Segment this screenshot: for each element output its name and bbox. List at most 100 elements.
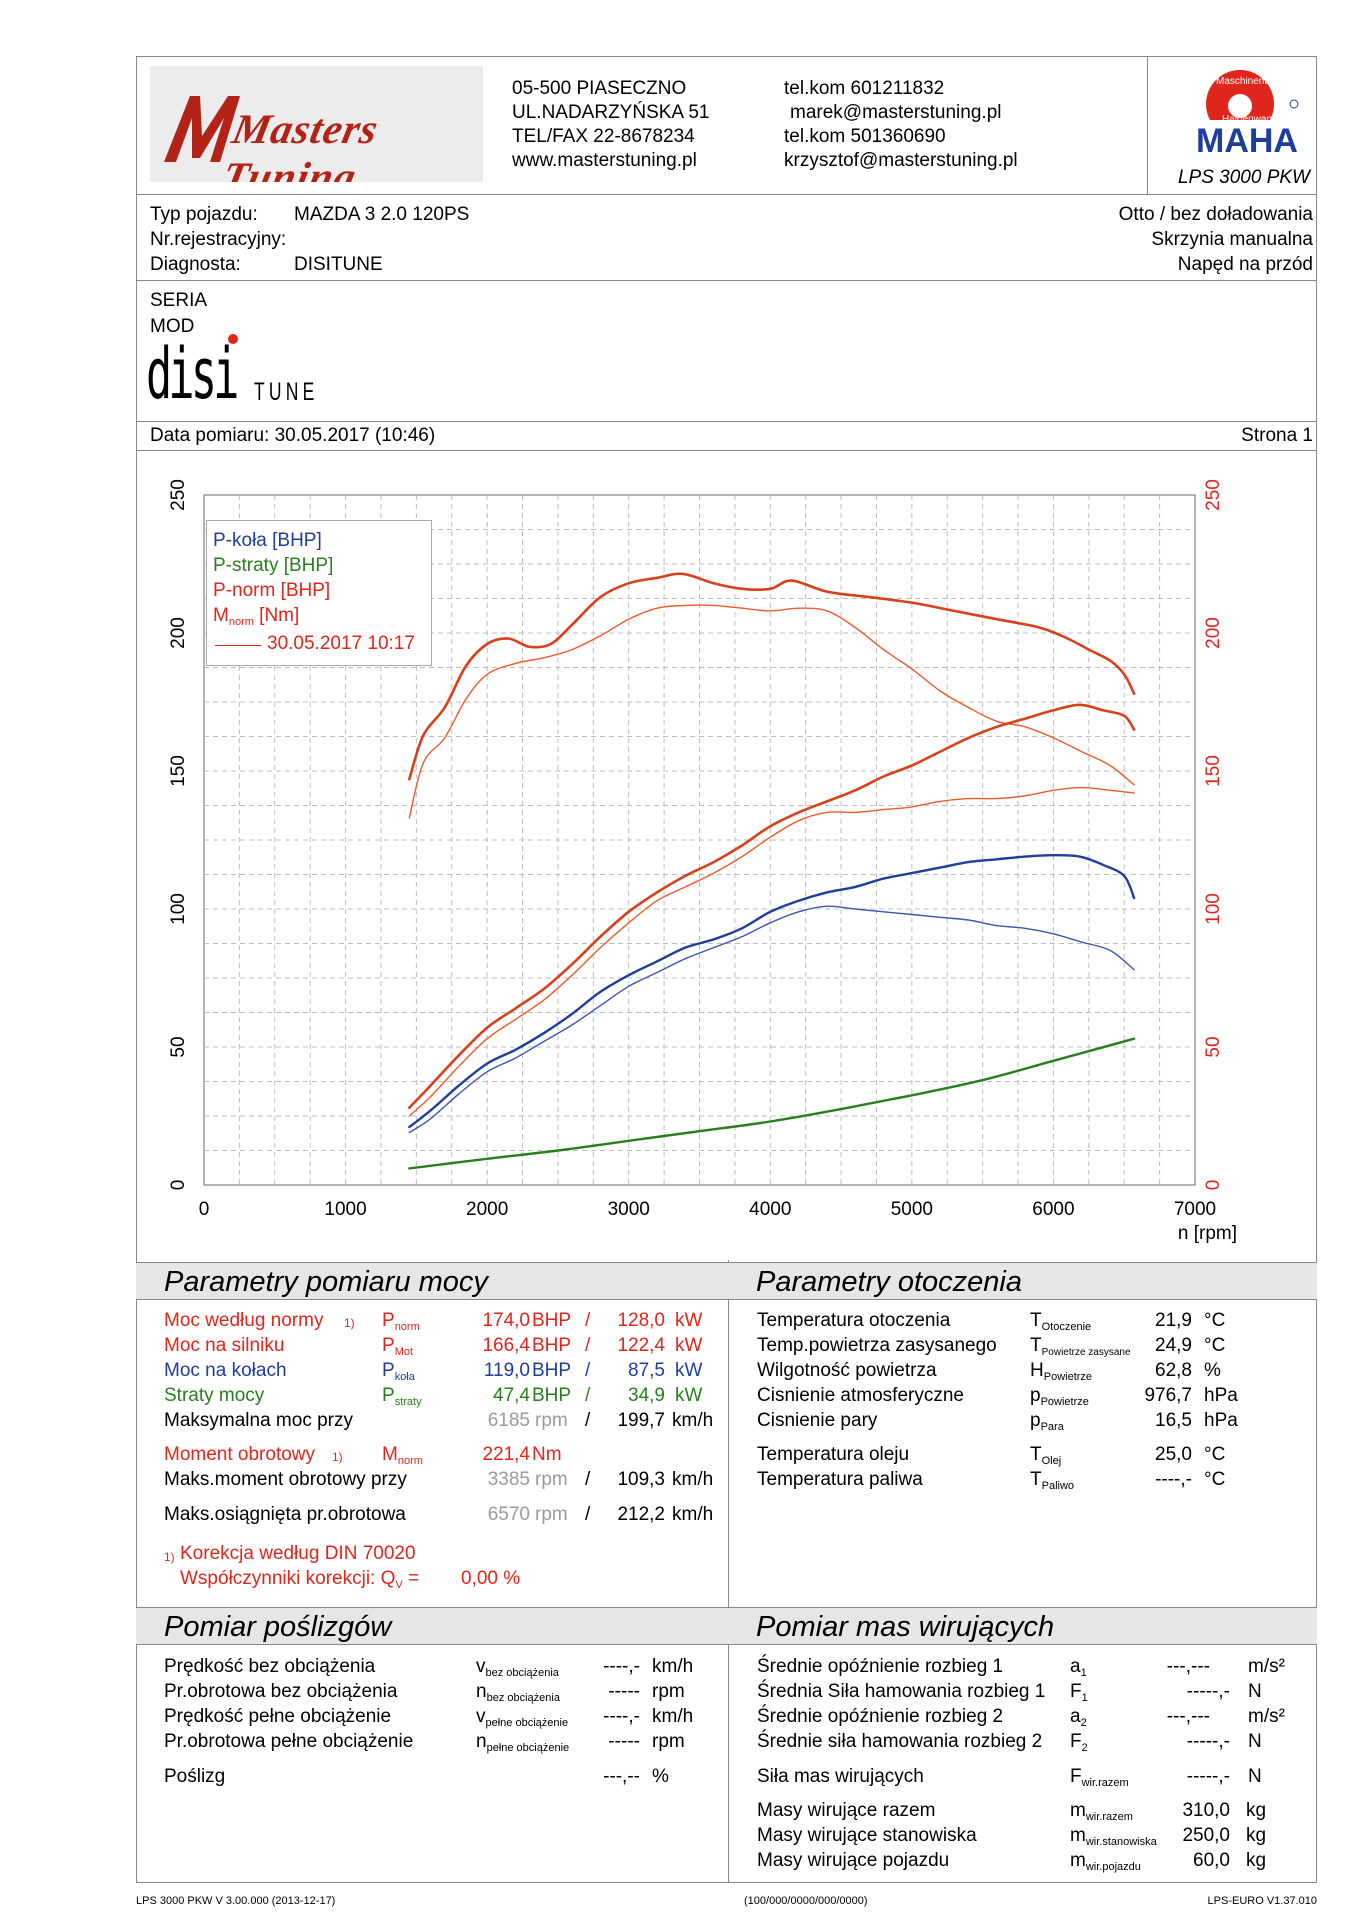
dyno-model: LPS 3000 PKW [1177, 167, 1310, 188]
symbol: M [382, 1444, 398, 1465]
symbol-sub: 2 [1081, 1742, 1088, 1754]
power-row-label: Moc na silniku [164, 1335, 285, 1356]
inertia-row-unit: m/s² [1248, 1656, 1285, 1677]
max-torque-speed: 109,3 [617, 1469, 665, 1490]
ambient-row-unit: % [1204, 1360, 1221, 1381]
y-tick-label-right: 200 [1203, 617, 1224, 649]
symbol: n [476, 1731, 487, 1752]
inertia-force-value: -----,- [1186, 1766, 1230, 1787]
max-rpm-value: 6570 [487, 1504, 530, 1525]
symbol-sub: norm [397, 1455, 423, 1467]
inertia-row-value: -----,- [1186, 1731, 1230, 1752]
symbol-sub: Otoczenie [1041, 1321, 1092, 1333]
ambient-row-value: 25,0 [1155, 1444, 1192, 1465]
legend-m-sub: norm [228, 616, 254, 628]
address-line: 05-500 PIASECZNO [512, 78, 687, 99]
disitune-logo-small: TUNE [254, 378, 319, 406]
inertia-row-symbol: F1 [1070, 1681, 1088, 1704]
legend-item-p-norm: P-norm [BHP] [213, 580, 331, 601]
series-line [408, 703, 1136, 1109]
website-link[interactable]: www.masterstuning.pl [512, 150, 697, 171]
mass-row-unit: kg [1246, 1825, 1267, 1846]
ambient-row-value: 16,5 [1155, 1410, 1192, 1431]
y-tick-label-left: 250 [168, 479, 189, 511]
inertia-row-value: -----,- [1186, 1681, 1230, 1702]
company-logo: Masters Tuning [150, 66, 483, 182]
slip-row-symbol: vbez obciążenia [476, 1656, 559, 1679]
disitune-logo-big: disi [146, 333, 239, 415]
drive-type: Napęd na przód [1177, 254, 1313, 275]
mass-row-unit: kg [1246, 1800, 1267, 1821]
y-tick-label-right: 150 [1203, 755, 1224, 787]
ambient-row-symbol: TPowietrze zasysane [1030, 1335, 1131, 1358]
ambient-row-value: 21,9 [1155, 1310, 1192, 1331]
rpm-unit: rpm [535, 1410, 568, 1431]
max-torque-rpm: 3385 [487, 1469, 530, 1490]
maha-brand: MAHA [1196, 122, 1298, 160]
divider [136, 450, 1317, 451]
slip-label: Poślizg [164, 1766, 226, 1787]
unit-kw: kW [675, 1360, 703, 1381]
inertia-row-label: Średnie opóźnienie rozbieg 2 [757, 1706, 1004, 1727]
unit-kw: kW [675, 1335, 703, 1356]
email-krzysztof[interactable]: krzysztof@masterstuning.pl [784, 150, 1018, 171]
symbol-sub: wir.stanowiska [1085, 1836, 1157, 1848]
series-line [408, 786, 1135, 1117]
ambient-row-symbol: TPaliwo [1030, 1469, 1074, 1492]
symbol: p [1030, 1410, 1041, 1431]
x-tick-label: 0 [199, 1199, 210, 1220]
symbol: T [1030, 1469, 1042, 1490]
slip-row-symbol: nbez obciążenia [476, 1681, 560, 1704]
symbol: m [1070, 1800, 1086, 1821]
page-frame [136, 56, 1317, 1883]
phone-2: tel.kom 501360690 [784, 126, 946, 147]
ambient-row-unit: hPa [1204, 1385, 1238, 1406]
ambient-row-label: Wilgotność powietrza [757, 1360, 937, 1381]
divider [728, 1260, 729, 1600]
email-marek[interactable]: marek@masterstuning.pl [790, 102, 1002, 123]
ambient-row-value: 62,8 [1155, 1360, 1192, 1381]
divider [136, 421, 1317, 422]
power-row-label: Moc na kołach [164, 1360, 287, 1381]
inertia-row-label: Średnie siła hamowania rozbieg 2 [757, 1731, 1043, 1752]
y-tick-label-right: 50 [1203, 1036, 1224, 1057]
power-row-label: Straty mocy [164, 1385, 265, 1406]
symbol: a [1070, 1656, 1081, 1677]
ambient-row-label: Temperatura otoczenia [757, 1310, 951, 1331]
power-section-header: Parametry pomiaru mocy [136, 1262, 728, 1300]
ambient-row-label: Cisnienie atmosferyczne [757, 1385, 964, 1406]
inertia-section-header: Pomiar mas wirujących [728, 1607, 1317, 1645]
symbol: p [1030, 1385, 1041, 1406]
power-row-symbol: Pstraty [382, 1385, 422, 1408]
symbol-sub: pełne obciążenie [486, 1742, 570, 1754]
power-section-title: Parametry pomiaru mocy [164, 1266, 488, 1298]
symbol: v [476, 1656, 486, 1677]
slip-row-unit: km/h [652, 1706, 694, 1727]
inertia-force-symbol: Fwir.razem [1070, 1766, 1129, 1789]
slip-row-label: Prędkość bez obciążenia [164, 1656, 376, 1677]
inertia-row-symbol: a1 [1070, 1656, 1087, 1679]
symbol: P [382, 1310, 395, 1331]
x-axis-label: n [rpm] [1178, 1223, 1237, 1244]
torque-unit: Nm [532, 1444, 562, 1465]
torque-symbol: Mnorm [382, 1444, 423, 1467]
y-tick-label-right: 0 [1203, 1180, 1224, 1191]
ambient-row-unit: hPa [1204, 1410, 1238, 1431]
footer-code: (100/000/0000/000/0000) [744, 1895, 868, 1907]
slip-row-label: Prędkość pełne obciążenie [164, 1706, 392, 1727]
symbol: P [382, 1360, 395, 1381]
symbol-sub: V [395, 1579, 403, 1591]
inertia-force-unit: N [1248, 1766, 1262, 1787]
mass-row-label: Masy wirujące pojazdu [757, 1850, 950, 1871]
ambient-row-unit: °C [1204, 1469, 1226, 1490]
inertia-force-label: Siła mas wirujących [757, 1766, 924, 1787]
divider [1147, 56, 1148, 194]
max-torque-label: Maks.moment obrotowy przy [164, 1469, 407, 1490]
ambient-row-unit: °C [1204, 1335, 1226, 1356]
rpm-unit: rpm [535, 1504, 568, 1525]
series-line [408, 604, 1135, 819]
x-tick-label: 3000 [608, 1199, 650, 1220]
legend-item-m-norm: Mnorm [Nm] [213, 605, 299, 628]
symbol-sub: bez obciążenia [486, 1692, 560, 1704]
slip-section-title: Pomiar poślizgów [164, 1611, 392, 1643]
